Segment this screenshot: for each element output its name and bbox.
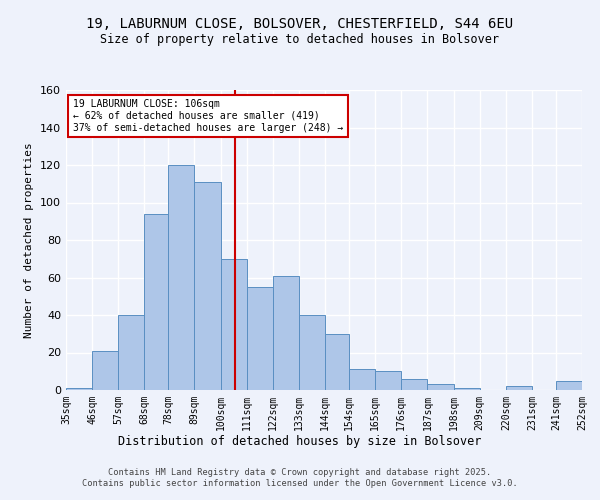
Bar bbox=[168, 165, 194, 390]
Bar bbox=[221, 259, 247, 390]
Bar bbox=[66, 388, 92, 390]
Bar bbox=[427, 384, 454, 390]
Bar bbox=[247, 287, 273, 390]
Bar bbox=[299, 315, 325, 390]
Bar bbox=[454, 388, 480, 390]
Y-axis label: Number of detached properties: Number of detached properties bbox=[25, 142, 34, 338]
Text: Distribution of detached houses by size in Bolsover: Distribution of detached houses by size … bbox=[118, 435, 482, 448]
Bar bbox=[92, 350, 118, 390]
Bar bbox=[273, 276, 299, 390]
Bar bbox=[349, 370, 375, 390]
Text: Size of property relative to detached houses in Bolsover: Size of property relative to detached ho… bbox=[101, 32, 499, 46]
Text: 19, LABURNUM CLOSE, BOLSOVER, CHESTERFIELD, S44 6EU: 19, LABURNUM CLOSE, BOLSOVER, CHESTERFIE… bbox=[86, 18, 514, 32]
Bar bbox=[556, 380, 582, 390]
Bar bbox=[401, 379, 427, 390]
Bar bbox=[118, 315, 145, 390]
Text: 19 LABURNUM CLOSE: 106sqm
← 62% of detached houses are smaller (419)
37% of semi: 19 LABURNUM CLOSE: 106sqm ← 62% of detac… bbox=[73, 100, 343, 132]
Bar bbox=[375, 371, 401, 390]
Bar bbox=[194, 182, 221, 390]
Bar bbox=[506, 386, 532, 390]
Bar bbox=[145, 214, 168, 390]
Text: Contains HM Land Registry data © Crown copyright and database right 2025.
Contai: Contains HM Land Registry data © Crown c… bbox=[82, 468, 518, 487]
Bar bbox=[325, 334, 349, 390]
